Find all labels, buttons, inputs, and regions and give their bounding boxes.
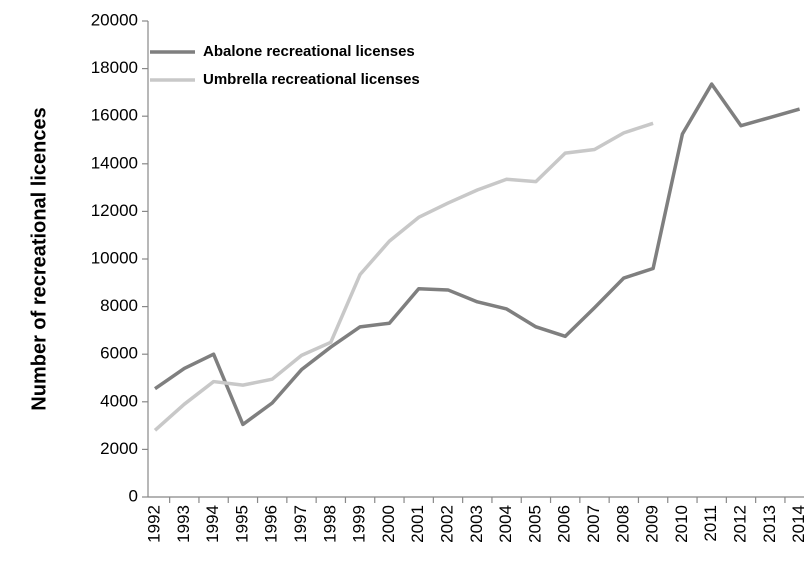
y-tick-label: 10000 [91, 248, 138, 267]
x-tick-label: 2012 [730, 505, 749, 543]
legend-label: Umbrella recreational licenses [203, 71, 420, 88]
x-tick-label: 1999 [350, 505, 369, 543]
y-tick-label: 8000 [100, 296, 138, 315]
x-tick-label: 2009 [643, 505, 662, 543]
y-tick-label: 14000 [91, 153, 138, 172]
x-tick-label: 2002 [437, 505, 456, 543]
x-tick-label: 2011 [701, 505, 720, 542]
x-tick-label: 2007 [584, 505, 603, 543]
y-axis-label: Number of recreational licences [28, 107, 50, 410]
x-tick-label: 2004 [496, 505, 515, 543]
series-line [153, 121, 654, 432]
y-tick-label: 12000 [91, 201, 138, 220]
x-tick-label: 1997 [291, 505, 310, 543]
x-tick-label: 2005 [525, 505, 544, 543]
y-tick-label: 20000 [91, 10, 138, 29]
y-tick-label: 0 [129, 486, 138, 505]
x-tick-label: 2010 [672, 505, 691, 543]
y-tick-label: 6000 [100, 344, 138, 363]
legend-label: Abalone recreational licenses [203, 43, 415, 60]
x-tick-label: 2006 [555, 505, 574, 543]
x-tick-label: 2000 [379, 505, 398, 543]
y-tick-label: 16000 [91, 106, 138, 125]
x-tick-label: 2008 [613, 505, 632, 543]
x-tick-label: 1994 [203, 505, 222, 543]
x-tick-label: 1998 [320, 505, 339, 543]
series-line [154, 82, 801, 427]
y-tick-label: 18000 [91, 58, 138, 77]
x-tick-label: 2014 [789, 505, 804, 543]
x-tick-label: 2003 [467, 505, 486, 543]
y-tick-label: 2000 [100, 439, 138, 458]
x-tick-label: 1992 [144, 505, 163, 543]
x-tick-label: 1995 [232, 505, 251, 543]
x-tick-label: 1993 [174, 505, 193, 543]
x-tick-label: 2001 [408, 505, 427, 543]
x-tick-label: 2013 [760, 505, 779, 543]
x-tick-label: 1996 [262, 505, 281, 543]
y-tick-label: 4000 [100, 391, 138, 410]
